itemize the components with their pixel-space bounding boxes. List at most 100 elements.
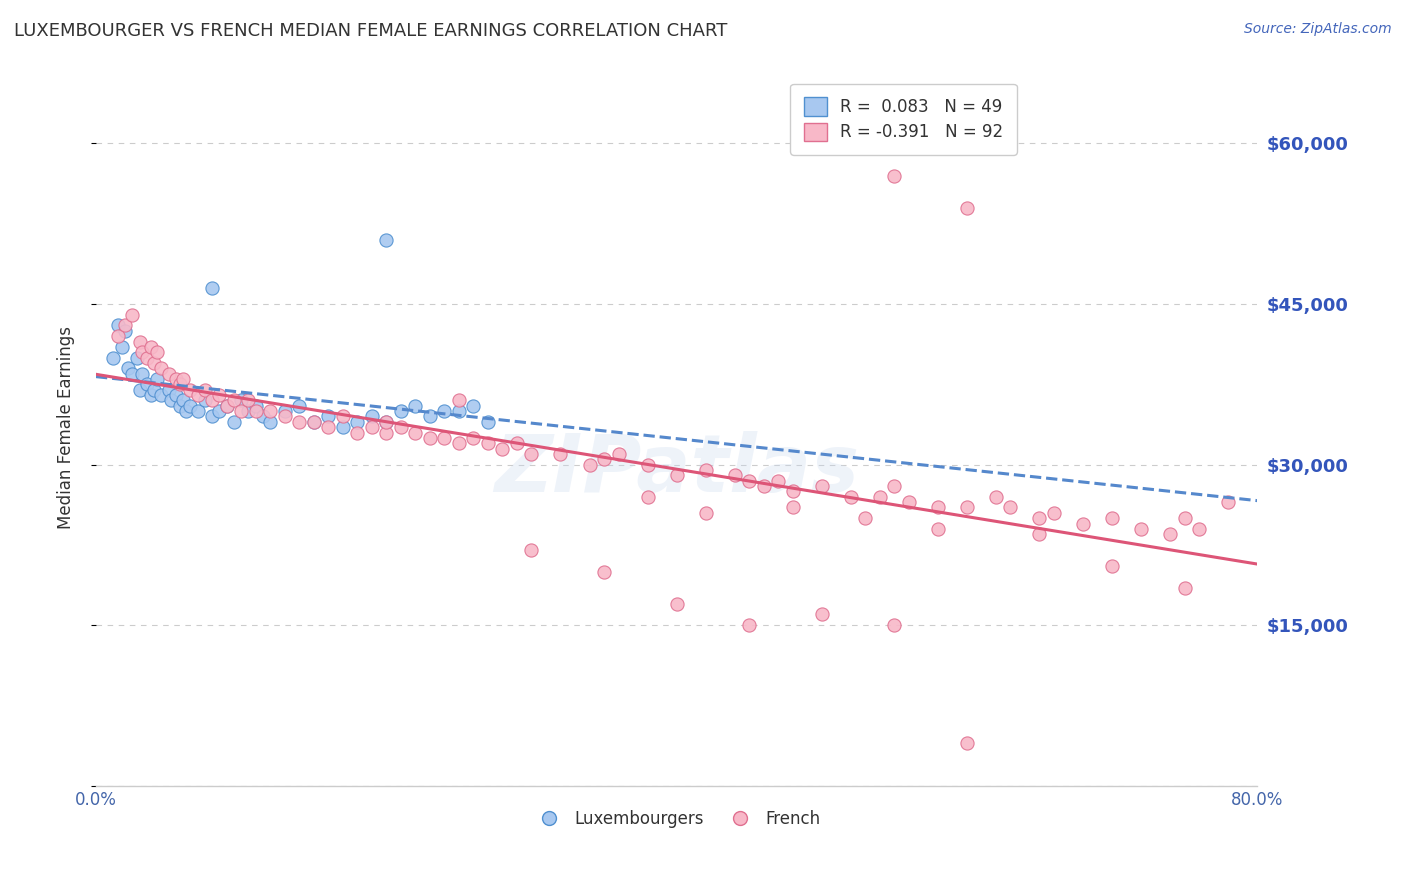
Point <box>695 463 717 477</box>
Point <box>107 318 129 333</box>
Point <box>1218 495 1240 509</box>
Point <box>389 404 412 418</box>
Point <box>782 484 804 499</box>
Point <box>215 399 238 413</box>
Point <box>447 393 470 408</box>
Point <box>375 415 398 429</box>
Point <box>125 351 148 365</box>
Point <box>172 372 194 386</box>
Point <box>506 436 529 450</box>
Point <box>375 425 398 440</box>
Point <box>419 431 441 445</box>
Point <box>1071 516 1094 531</box>
Point <box>433 404 456 418</box>
Point <box>103 351 125 365</box>
Point <box>135 351 157 365</box>
Point <box>114 324 136 338</box>
Point <box>477 415 499 429</box>
Point <box>360 420 382 434</box>
Point <box>208 388 231 402</box>
Point <box>179 399 201 413</box>
Text: LUXEMBOURGER VS FRENCH MEDIAN FEMALE EARNINGS CORRELATION CHART: LUXEMBOURGER VS FRENCH MEDIAN FEMALE EAR… <box>14 22 727 40</box>
Point <box>956 201 979 215</box>
Point <box>1174 581 1197 595</box>
Point <box>231 404 253 418</box>
Point <box>187 388 209 402</box>
Point <box>252 409 274 424</box>
Point <box>1000 500 1022 515</box>
Point <box>404 399 426 413</box>
Point <box>389 420 412 434</box>
Point <box>273 404 295 418</box>
Point <box>121 367 143 381</box>
Point <box>1028 511 1050 525</box>
Point <box>477 436 499 450</box>
Point <box>447 404 470 418</box>
Point <box>984 490 1007 504</box>
Point <box>146 372 169 386</box>
Text: Source: ZipAtlas.com: Source: ZipAtlas.com <box>1244 22 1392 37</box>
Point <box>810 479 832 493</box>
Point <box>169 399 191 413</box>
Point <box>157 383 180 397</box>
Point <box>316 420 339 434</box>
Point <box>238 393 260 408</box>
Point <box>273 409 295 424</box>
Point <box>121 308 143 322</box>
Point <box>117 361 139 376</box>
Point <box>695 506 717 520</box>
Point <box>550 447 572 461</box>
Point <box>222 393 245 408</box>
Point <box>1174 511 1197 525</box>
Point <box>187 404 209 418</box>
Point <box>172 393 194 408</box>
Point <box>637 458 659 472</box>
Point <box>150 361 173 376</box>
Point <box>752 479 775 493</box>
Point <box>131 345 153 359</box>
Point <box>1101 511 1123 525</box>
Point <box>404 425 426 440</box>
Point <box>165 388 187 402</box>
Point <box>245 399 267 413</box>
Point <box>665 597 688 611</box>
Point <box>768 474 790 488</box>
Point <box>578 458 600 472</box>
Point <box>316 409 339 424</box>
Point <box>956 736 979 750</box>
Point <box>288 399 311 413</box>
Point <box>463 431 485 445</box>
Point <box>135 377 157 392</box>
Point <box>111 340 134 354</box>
Point <box>245 404 267 418</box>
Point <box>346 415 368 429</box>
Point <box>146 345 169 359</box>
Point <box>738 618 761 632</box>
Point <box>143 356 166 370</box>
Point <box>593 565 616 579</box>
Point <box>332 409 354 424</box>
Point <box>346 425 368 440</box>
Point <box>238 404 260 418</box>
Point <box>208 404 231 418</box>
Point <box>419 409 441 424</box>
Point <box>179 383 201 397</box>
Point <box>1028 527 1050 541</box>
Point <box>897 495 920 509</box>
Point <box>222 415 245 429</box>
Point <box>332 420 354 434</box>
Point <box>174 404 197 418</box>
Point <box>463 399 485 413</box>
Point <box>259 404 281 418</box>
Point <box>1130 522 1153 536</box>
Point <box>1188 522 1211 536</box>
Point <box>1159 527 1181 541</box>
Point <box>782 500 804 515</box>
Point <box>302 415 325 429</box>
Point <box>853 511 876 525</box>
Point <box>637 490 659 504</box>
Point <box>107 329 129 343</box>
Point <box>1101 559 1123 574</box>
Point <box>194 383 217 397</box>
Point <box>738 474 761 488</box>
